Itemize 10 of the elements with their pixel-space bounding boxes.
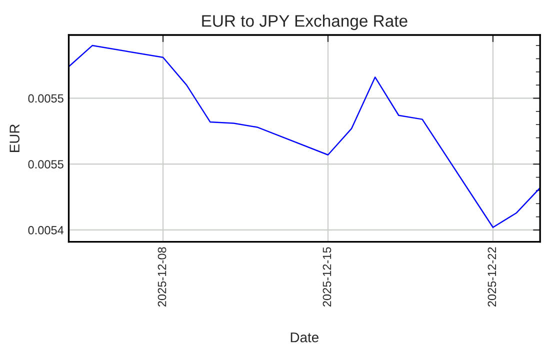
- chart-title: EUR to JPY Exchange Rate: [202, 14, 408, 30]
- x-axis-title: Date: [290, 332, 318, 342]
- y-axis-title: EUR: [10, 124, 20, 152]
- line-series: [68, 44, 540, 228]
- x-tick-label: 2025-12-08: [158, 247, 166, 306]
- x-tick-label: 2025-12-22: [488, 247, 496, 306]
- y-tick-label: 0.0055: [28, 94, 64, 103]
- y-tick-label: 0.0054: [28, 226, 64, 234]
- x-tick-label: 2025-12-15: [322, 247, 332, 306]
- y-tick-label: 0.0055: [28, 160, 64, 169]
